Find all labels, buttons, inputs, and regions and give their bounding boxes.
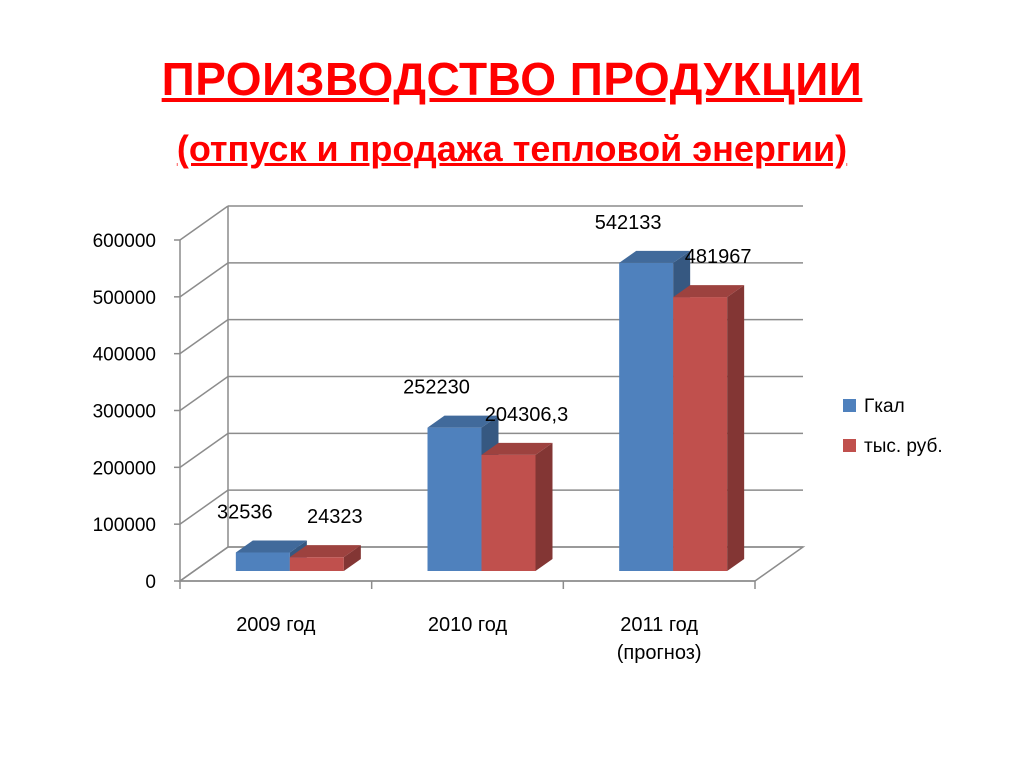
- data-label: 542133: [595, 212, 662, 234]
- x-tick-label: 2009 год: [236, 614, 316, 636]
- legend-swatch: [843, 439, 856, 452]
- y-tick-label: 200000: [93, 458, 156, 479]
- gridline-side: [179, 319, 229, 355]
- x-tick-label: 2010 год: [428, 614, 508, 636]
- gridline-side: [179, 262, 229, 298]
- y-tick-label: 300000: [93, 402, 156, 423]
- data-label: 32536: [217, 502, 273, 524]
- data-label: 24323: [307, 506, 363, 528]
- x-tick-label: 2011 год: [620, 614, 698, 636]
- gridline-side: [179, 205, 229, 241]
- data-label: 252230: [403, 377, 470, 399]
- y-tick-label: 400000: [93, 345, 156, 366]
- data-label: 481967: [685, 246, 752, 268]
- chart-bars: [235, 250, 745, 571]
- y-tick-label: 0: [145, 572, 156, 593]
- chart-data-labels: 32536 252230 542133 24323 204306,3 481967: [217, 212, 752, 528]
- legend-label: Гкал: [864, 396, 905, 417]
- gridline-side: [179, 489, 229, 525]
- page-subtitle: (отпуск и продажа тепловой энергии): [176, 128, 848, 169]
- x-axis: 2009 год 2010 год 2011 год (прогноз): [179, 580, 756, 664]
- page-title: ПРОИЗВОДСТВО ПРОДУКЦИИ: [161, 53, 863, 105]
- y-tick-label: 500000: [93, 288, 156, 309]
- y-tick-label: 600000: [93, 231, 156, 252]
- bar-rub-2: [673, 285, 745, 571]
- legend-swatch: [843, 399, 856, 412]
- y-tick-label: 100000: [93, 515, 156, 536]
- x-tick-label: (прогноз): [617, 642, 702, 664]
- gridline-side: [179, 546, 229, 582]
- gridline-side: [179, 375, 229, 412]
- chart-legend: Гкал тыс. руб.: [843, 396, 943, 457]
- legend-label: тыс. руб.: [864, 436, 943, 457]
- bar-rub-0: [289, 545, 361, 571]
- data-label: 204306,3: [485, 404, 568, 426]
- legend-item: тыс. руб.: [843, 436, 943, 457]
- legend-item: Гкал: [843, 396, 905, 417]
- bar-rub-1: [481, 442, 553, 571]
- gridline-side: [179, 432, 229, 468]
- y-axis: 0 100000 200000 300000 400000 500000 600000: [93, 231, 181, 593]
